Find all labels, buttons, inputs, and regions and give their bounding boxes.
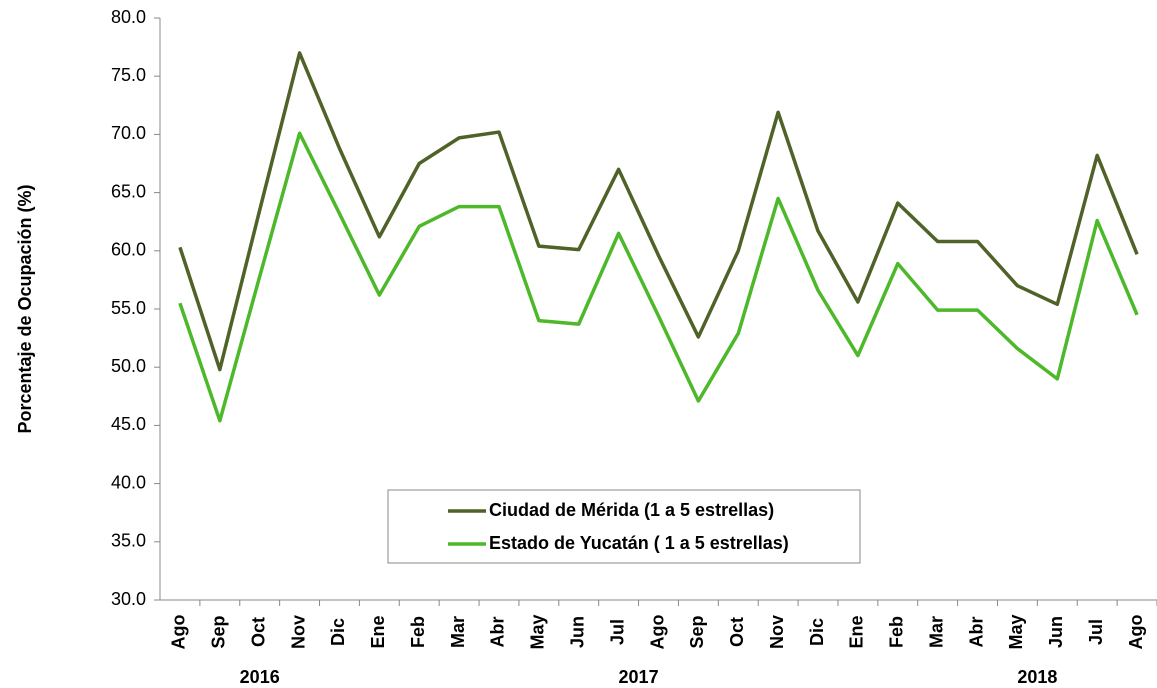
x-tick-label: Nov <box>288 615 308 649</box>
legend-label: Estado de Yucatán ( 1 a 5 estrellas) <box>489 533 789 553</box>
x-tick-label: Mar <box>448 616 468 648</box>
x-tick-label: Ene <box>368 615 388 648</box>
y-tick-label: 45.0 <box>111 414 146 434</box>
x-tick-label: May <box>1006 614 1026 649</box>
x-tick-label: Abr <box>966 617 986 648</box>
x-tick-label: Ago <box>647 615 667 650</box>
x-tick-label: Sep <box>209 615 229 648</box>
y-tick-label: 80.0 <box>111 7 146 27</box>
x-tick-label: Feb <box>408 616 428 648</box>
y-tick-label: 30.0 <box>111 589 146 609</box>
x-tick-label: Abr <box>488 617 508 648</box>
x-tick-label: Oct <box>727 617 747 647</box>
series-line <box>178 51 1139 372</box>
x-tick-label: Jun <box>1046 616 1066 648</box>
x-tick-label: Jun <box>567 616 587 648</box>
x-tick-label: Nov <box>767 615 787 649</box>
y-tick-label: 35.0 <box>111 531 146 551</box>
y-tick-label: 40.0 <box>111 472 146 492</box>
x-tick-label: May <box>528 614 548 649</box>
year-label: 2016 <box>240 667 280 687</box>
x-tick-label: Dic <box>807 618 827 646</box>
y-tick-label: 55.0 <box>111 298 146 318</box>
y-tick-label: 65.0 <box>111 181 146 201</box>
series-line <box>178 131 1139 423</box>
x-tick-label: Feb <box>887 616 907 648</box>
x-tick-label: Ago <box>169 615 189 650</box>
y-tick-label: 70.0 <box>111 123 146 143</box>
x-tick-label: Sep <box>687 615 707 648</box>
x-tick-label: Jul <box>1086 619 1106 645</box>
x-tick-label: Mar <box>926 616 946 648</box>
y-tick-label: 50.0 <box>111 356 146 376</box>
legend-box <box>387 489 861 564</box>
year-label: 2018 <box>1017 667 1057 687</box>
y-axis-title: Porcentaje de Ocupación (%) <box>15 184 35 433</box>
x-tick-label: Oct <box>248 617 268 647</box>
y-tick-label: 75.0 <box>111 65 146 85</box>
x-tick-label: Ago <box>1126 615 1146 650</box>
x-tick-label: Jul <box>607 619 627 645</box>
legend-label: Ciudad de Mérida (1 a 5 estrellas) <box>489 500 774 520</box>
year-label: 2017 <box>619 667 659 687</box>
x-tick-label: Ene <box>847 615 867 648</box>
y-tick-label: 60.0 <box>111 240 146 260</box>
x-tick-label: Dic <box>328 618 348 646</box>
